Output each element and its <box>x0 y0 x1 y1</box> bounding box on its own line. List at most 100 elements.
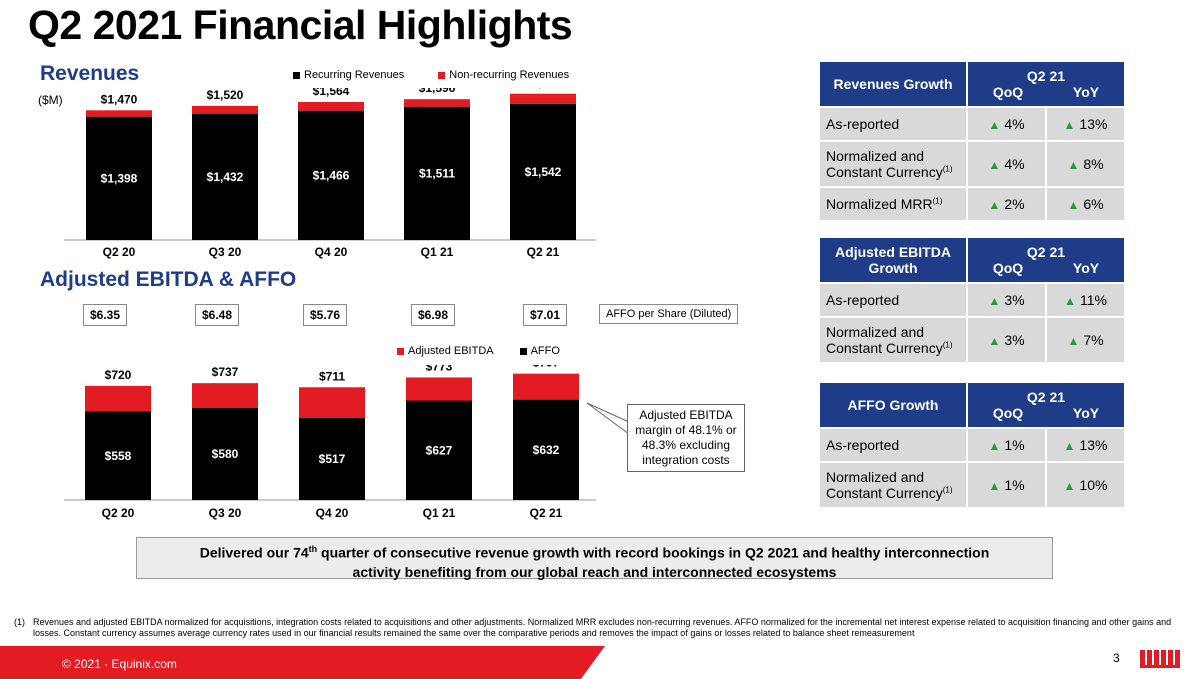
yoy-value: ▲ 6% <box>1047 188 1124 220</box>
table-header-period: Q2 21 QoQ YoY <box>968 62 1124 106</box>
revenues-unit: ($M) <box>38 93 63 107</box>
up-arrow-icon: ▲ <box>988 439 1001 453</box>
legend-swatch-nonrecurring <box>438 71 446 79</box>
bar-nonrecurring-q1-21 <box>404 99 470 107</box>
up-arrow-icon: ▲ <box>988 118 1001 132</box>
legend-label-nonrecurring: Non-recurring Revenues <box>449 69 570 81</box>
col-yoy: YoY <box>1072 260 1100 276</box>
yoy-value: ▲ 13% <box>1047 429 1124 461</box>
legend-label-ebitda: Adjusted EBITDA <box>408 345 494 357</box>
page-number: 3 <box>1113 651 1120 665</box>
up-arrow-icon: ▲ <box>988 479 1001 493</box>
up-arrow-icon: ▲ <box>988 198 1001 212</box>
bar-nonrecurring-q2-21 <box>510 93 576 104</box>
table-header-label: Adjusted EBITDA Growth <box>820 238 966 282</box>
data-label-affo: $517 <box>319 452 346 466</box>
data-label-recurring: $1,398 <box>101 171 138 185</box>
affo-per-share-value: $6.48 <box>195 304 240 326</box>
data-label-total: $1,470 <box>101 92 138 106</box>
affo-per-share-caption: AFFO per Share (Diluted) <box>599 304 739 324</box>
row-label: Normalized MRR(1) <box>820 188 966 220</box>
x-tick-label: Q2 21 <box>530 506 563 520</box>
qoq-value: ▲ 1% <box>968 463 1045 507</box>
row-label: Normalized and Constant Currency(1) <box>820 142 966 186</box>
data-label-ebitda: $720 <box>105 368 132 382</box>
banner-text-post: quarter of consecutive revenue growth wi… <box>317 544 990 561</box>
row-label: Normalized and Constant Currency(1) <box>820 463 966 507</box>
affo-per-share-value: $5.76 <box>303 304 348 326</box>
row-label: Normalized and Constant Currency(1) <box>820 318 966 362</box>
data-label-ebitda: $773 <box>426 365 453 373</box>
bar-affo-q1-21 <box>406 400 472 500</box>
banner-sup: th <box>308 544 318 554</box>
data-label-total: $1,596 <box>419 88 456 95</box>
data-label-total: $1,658 <box>525 88 562 90</box>
data-label-recurring: $1,511 <box>419 166 455 180</box>
footnote-ref: (1) <box>942 164 953 174</box>
bar-recurring-q1-21 <box>404 106 470 240</box>
legend-label-recurring: Recurring Revenues <box>304 69 405 81</box>
data-label-affo: $580 <box>212 447 239 461</box>
legend-swatch-recurring <box>293 71 300 79</box>
legend-label-affo: AFFO <box>530 345 560 357</box>
up-arrow-icon: ▲ <box>1063 118 1076 132</box>
x-tick-label: Q2 20 <box>103 245 136 259</box>
row-label: As-reported <box>820 108 966 140</box>
revenues-heading: Revenues <box>40 62 140 85</box>
footer-copyright: © 2021 · Equinix.com <box>62 657 177 671</box>
equinix-logo <box>1140 650 1180 668</box>
data-label-ebitda: $797 <box>533 365 560 370</box>
footnote-marker: (1) <box>14 617 25 627</box>
up-arrow-icon: ▲ <box>1067 158 1080 172</box>
x-tick-label: Q1 21 <box>423 506 456 520</box>
table-row: Normalized and Constant Currency(1) ▲ 1% ▲ 10… <box>820 463 1124 507</box>
table-header-period: Q2 21 QoQ YoY <box>968 238 1124 282</box>
revenues-chart: $1,398 $1,470 Q2 20 $1,432 $1,520 Q3 20 $1,466… <box>64 88 596 259</box>
ebitda-margin-callout: Adjusted EBITDA margin of 48.1% or 48.3%… <box>627 404 745 472</box>
affo-per-share-value: $6.35 <box>83 304 128 326</box>
bar-affo-q4-20 <box>299 418 365 500</box>
qoq-value: ▲ 2% <box>968 188 1045 220</box>
revenues-legend: Recurring Revenues Non-recurring Revenue… <box>293 69 569 81</box>
x-tick-label: Q2 21 <box>527 245 560 259</box>
x-tick-label: Q1 21 <box>421 245 454 259</box>
bar-recurring-q4-20 <box>298 110 364 240</box>
col-qoq: QoQ <box>992 405 1024 421</box>
ebitda-legend: Adjusted EBITDA AFFO <box>397 345 560 357</box>
qoq-value: ▲ 4% <box>968 142 1045 186</box>
footer-bar: © 2021 · Equinix.com <box>0 646 605 679</box>
banner-line-1: Delivered our 74th quarter of consecutiv… <box>137 540 1052 563</box>
yoy-value: ▲ 7% <box>1047 318 1124 362</box>
revenues-growth-table: Revenues Growth Q2 21 QoQ YoY As-reported ▲ 4%… <box>818 60 1126 222</box>
footnote-ref: (1) <box>942 340 953 350</box>
ebitda-heading: Adjusted EBITDA & AFFO <box>40 268 297 291</box>
table-header-label: AFFO Growth <box>820 383 966 427</box>
x-tick-label: Q4 20 <box>315 245 348 259</box>
data-label-total: $1,520 <box>207 88 244 102</box>
qoq-value: ▲ 1% <box>968 429 1045 461</box>
footnote-text: Revenues and adjusted EBITDA normalized … <box>33 617 1172 638</box>
legend-swatch-affo <box>519 347 527 355</box>
bar-nonrecurring-q4-20 <box>298 102 364 111</box>
up-arrow-icon: ▲ <box>1067 334 1080 348</box>
bar-nonrecurring-q2-20 <box>86 110 152 117</box>
up-arrow-icon: ▲ <box>1063 439 1076 453</box>
x-tick-label: Q3 20 <box>209 245 242 259</box>
table-row: As-reported ▲ 1% ▲ 13% <box>820 429 1124 461</box>
row-label: As-reported <box>820 284 966 316</box>
yoy-value: ▲ 11% <box>1047 284 1124 316</box>
data-label-affo: $627 <box>426 443 453 457</box>
yoy-value: ▲ 10% <box>1047 463 1124 507</box>
table-row: Normalized MRR(1) ▲ 2% ▲ 6% <box>820 188 1124 220</box>
yoy-value: ▲ 8% <box>1047 142 1124 186</box>
affo-per-share-value: $7.01 <box>523 304 568 326</box>
col-yoy: YoY <box>1072 84 1100 100</box>
up-arrow-icon: ▲ <box>988 334 1001 348</box>
table-header-period: Q2 21 QoQ YoY <box>968 383 1124 427</box>
bar-affo-q2-21 <box>513 399 579 500</box>
x-tick-label: Q4 20 <box>316 506 349 520</box>
up-arrow-icon: ▲ <box>988 294 1001 308</box>
bar-affo-q2-20 <box>85 411 151 500</box>
up-arrow-icon: ▲ <box>1063 479 1076 493</box>
legend-swatch-ebitda <box>397 347 404 355</box>
